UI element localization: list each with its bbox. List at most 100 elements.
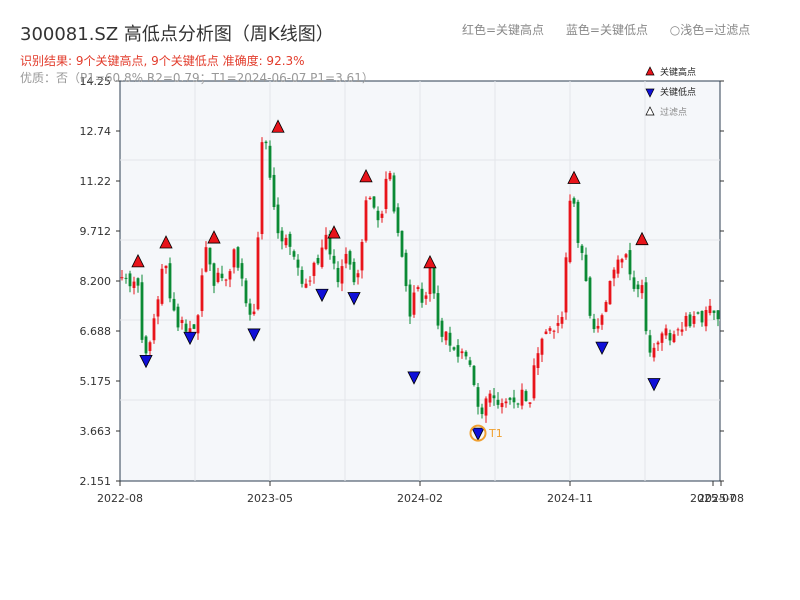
candle-body xyxy=(336,267,340,283)
candle-body xyxy=(396,207,400,233)
candle-body xyxy=(232,249,236,268)
key-high-marker xyxy=(567,170,581,184)
candle-body xyxy=(544,331,548,334)
key-high-marker xyxy=(159,235,173,249)
candle-body xyxy=(612,269,616,279)
key-high-marker xyxy=(635,231,649,246)
result-summary: 识别结果: 9个关键高点, 9个关键低点 准确度: 92.3% xyxy=(20,54,305,68)
x-tick-label: 2025-07 xyxy=(690,492,736,505)
candle-body xyxy=(564,257,568,313)
candle-body xyxy=(412,292,416,315)
candle-body xyxy=(604,302,608,312)
candle-body xyxy=(304,283,308,288)
candle-body xyxy=(276,204,280,234)
candle-body xyxy=(620,259,624,263)
candle-body xyxy=(148,342,152,351)
candle-body xyxy=(384,178,388,209)
candle-body xyxy=(120,277,124,279)
candle-body xyxy=(420,288,424,303)
candle-body xyxy=(168,263,172,299)
candle-body xyxy=(408,284,412,317)
candle-body xyxy=(416,287,420,290)
candle-body xyxy=(228,271,232,280)
candle-body xyxy=(192,324,196,329)
candle-body xyxy=(516,403,520,405)
candle-body xyxy=(372,196,376,208)
key-low-marker xyxy=(315,288,329,303)
candle-body xyxy=(332,255,336,264)
key-low-marker xyxy=(407,371,421,385)
candle-body xyxy=(268,145,272,178)
candle-body xyxy=(364,200,368,241)
key-high-marker xyxy=(327,225,341,239)
candle-body xyxy=(580,245,584,253)
candle-body xyxy=(648,335,652,353)
candle-body xyxy=(680,329,684,332)
candle-body xyxy=(520,389,524,406)
x-tick-label: 2025-08 xyxy=(698,492,744,505)
x-tick-label: 2024-02 xyxy=(397,492,443,505)
candle-body xyxy=(456,345,460,357)
key-low-marker xyxy=(595,341,609,356)
top-legend: 红色=关键高点 蓝色=关键低点 ○浅色=过滤点 xyxy=(462,21,768,38)
legend-marker xyxy=(645,88,655,98)
key-high-marker xyxy=(207,230,221,244)
candle-body xyxy=(556,323,560,326)
candle-body xyxy=(144,336,148,354)
candle-body xyxy=(572,198,576,204)
top-legend-high: 红色=关键高点 xyxy=(462,23,545,37)
candle-body xyxy=(608,281,612,305)
key-low-marker xyxy=(347,292,361,306)
candle-body xyxy=(476,387,480,407)
y-tick-label: 6.688 xyxy=(80,325,112,338)
candle-body xyxy=(252,311,256,315)
candle-body xyxy=(184,323,188,332)
candle-body xyxy=(712,310,716,313)
candle-body xyxy=(596,325,600,329)
candle-body xyxy=(376,210,380,221)
candle-body xyxy=(136,278,140,286)
y-tick-label: 3.663 xyxy=(80,425,112,438)
candle-body xyxy=(440,320,444,337)
candle-body xyxy=(560,317,564,324)
key-high-marker xyxy=(271,119,285,133)
candle-body xyxy=(536,353,540,368)
candle-body xyxy=(500,403,504,408)
candle-body xyxy=(348,251,352,265)
t1-ring xyxy=(469,424,487,442)
candle-body xyxy=(328,233,332,255)
y-tick-label: 14.25 xyxy=(80,75,112,88)
legend-label: 关键高点 xyxy=(660,66,696,78)
candle-body xyxy=(316,257,320,264)
t1-label: T1 xyxy=(488,427,503,440)
candle-body xyxy=(636,284,640,290)
candle-body xyxy=(676,329,680,331)
key-high-marker xyxy=(359,168,373,183)
y-tick-label: 2.151 xyxy=(80,475,112,488)
candle-body xyxy=(312,262,316,276)
candle-body xyxy=(716,310,720,320)
candle-body xyxy=(480,407,484,415)
legend-marker xyxy=(645,66,655,76)
chart-title: 300081.SZ 高低点分析图（周K线图） xyxy=(20,24,334,45)
key-low-marker xyxy=(647,378,661,392)
key-high-marker xyxy=(131,253,145,268)
candle-body xyxy=(188,328,192,334)
legend-marker xyxy=(645,106,655,116)
candle-body xyxy=(576,201,580,243)
top-legend-filtered: ○浅色=过滤点 xyxy=(669,23,751,37)
y-tick-label: 8.200 xyxy=(80,275,112,288)
candle-body xyxy=(180,319,184,323)
candle-body xyxy=(128,273,132,287)
candle-body xyxy=(132,281,136,288)
candle-body xyxy=(508,397,512,400)
x-tick-label: 2024-11 xyxy=(547,492,593,505)
candle-body xyxy=(472,365,476,385)
candle-body xyxy=(488,393,492,403)
candle-body xyxy=(320,247,324,267)
legend-label: 关键低点 xyxy=(660,86,696,98)
x-tick-label: 2023-05 xyxy=(247,492,293,505)
candle-body xyxy=(552,330,556,332)
candle-body xyxy=(160,268,164,304)
